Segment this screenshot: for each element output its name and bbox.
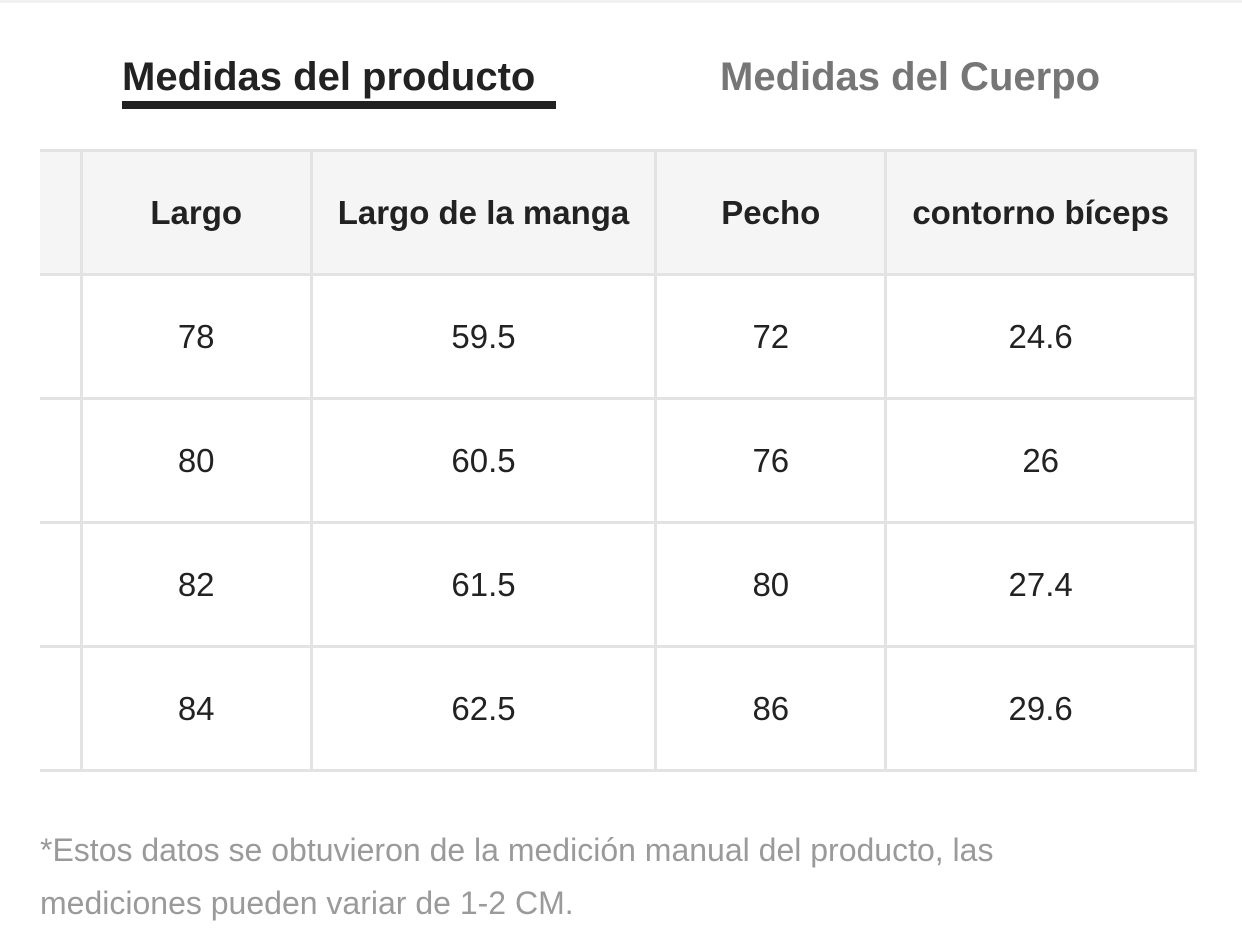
header-largo: Largo	[79, 149, 313, 276]
active-tab-underline	[122, 101, 556, 109]
table-cell: 76	[654, 397, 888, 524]
tab-product-measurements[interactable]: Medidas del producto	[122, 55, 536, 99]
table-row: 80 60.5 76 26	[40, 397, 1197, 524]
table-header-row: Largo Largo de la manga Pecho contorno b…	[40, 149, 1197, 276]
header-contorno-biceps: contorno bíceps	[884, 149, 1197, 276]
table-cell: 62.5	[309, 645, 658, 772]
size-cell	[40, 521, 83, 648]
table-cell: 29.6	[884, 645, 1197, 772]
table-cell: 78	[79, 273, 313, 400]
table-cell: 80	[654, 521, 888, 648]
size-table-scroll-area[interactable]: Largo Largo de la manga Pecho contorno b…	[40, 149, 1201, 783]
table-cell: 60.5	[309, 397, 658, 524]
tab-body-measurements[interactable]: Medidas del Cuerpo	[720, 55, 1101, 99]
table-cell: 26	[884, 397, 1197, 524]
top-divider	[0, 0, 1242, 3]
table-row: 84 62.5 86 29.6	[40, 645, 1197, 772]
size-cell	[40, 645, 83, 772]
header-pecho: Pecho	[654, 149, 888, 276]
size-cell	[40, 397, 83, 524]
header-largo-manga: Largo de la manga	[309, 149, 658, 276]
table-cell: 82	[79, 521, 313, 648]
table-cell: 80	[79, 397, 313, 524]
measurement-disclaimer: *Estos datos se obtuvieron de la medició…	[40, 832, 994, 921]
table-cell: 59.5	[309, 273, 658, 400]
size-column-header	[40, 149, 83, 276]
table-cell: 27.4	[884, 521, 1197, 648]
table-row: 82 61.5 80 27.4	[40, 521, 1197, 648]
table-cell: 72	[654, 273, 888, 400]
table-cell: 86	[654, 645, 888, 772]
size-table: Largo Largo de la manga Pecho contorno b…	[40, 149, 1197, 772]
table-cell: 61.5	[309, 521, 658, 648]
size-cell	[40, 273, 83, 400]
table-cell: 24.6	[884, 273, 1197, 400]
table-cell: 84	[79, 645, 313, 772]
table-row: 78 59.5 72 24.6	[40, 273, 1197, 400]
